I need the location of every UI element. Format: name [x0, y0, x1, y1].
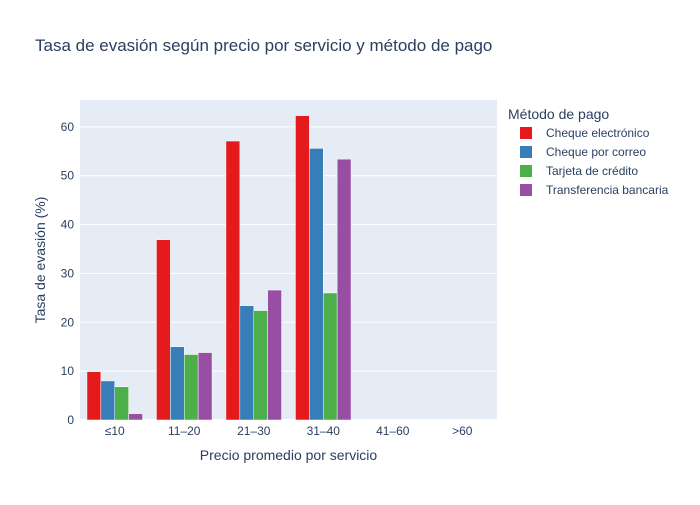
bar[interactable] [323, 292, 338, 421]
bar[interactable] [184, 354, 199, 421]
gridlines [80, 126, 497, 421]
bar[interactable] [253, 310, 268, 421]
x-tick-label: ≤10 [105, 424, 125, 438]
x-tick-label: 31–40 [307, 424, 341, 438]
legend-swatch[interactable] [520, 165, 532, 177]
legend-item-label[interactable]: Cheque por correo [546, 145, 646, 159]
bar[interactable] [86, 371, 102, 421]
y-tick-label: 50 [61, 169, 75, 183]
y-tick-label: 10 [61, 364, 75, 378]
bar[interactable] [336, 158, 352, 421]
bar[interactable] [197, 352, 213, 421]
legend-item-label[interactable]: Cheque electrónico [546, 126, 650, 140]
legend-swatch[interactable] [520, 146, 532, 158]
legend-item-label[interactable]: Tarjeta de crédito [546, 164, 638, 178]
y-tick-labels: 0 10 20 30 40 50 60 [61, 120, 75, 427]
legend-items: Cheque electrónico Cheque por correo Tarje… [520, 126, 669, 197]
legend-swatch[interactable] [520, 184, 532, 196]
legend-title: Método de pago [508, 106, 609, 122]
bar[interactable] [170, 346, 185, 421]
chart-title: Tasa de evasión según precio por servici… [35, 36, 492, 55]
y-tick-label: 20 [61, 315, 75, 329]
y-tick-label: 60 [61, 120, 75, 134]
bar[interactable] [239, 305, 255, 421]
bar[interactable] [295, 115, 310, 421]
x-tick-label: 41–60 [376, 424, 410, 438]
bar[interactable] [156, 239, 171, 421]
y-axis-label: Tasa de evasión (%) [32, 197, 48, 324]
bar[interactable] [128, 413, 143, 421]
legend[interactable]: Método de pago Cheque electrónicoCheque … [508, 106, 669, 197]
legend-item-label[interactable]: Transferencia bancaria [546, 183, 669, 197]
x-tick-labels: ≤10 11–20 21–30 31–40 41–60 >60 [105, 424, 473, 438]
y-tick-label: 30 [61, 266, 75, 280]
bar[interactable] [114, 386, 129, 421]
x-tick-label: 11–20 [168, 424, 201, 438]
y-tick-label: 40 [61, 218, 75, 232]
bar[interactable] [309, 148, 324, 421]
y-tick-label: 0 [67, 413, 74, 427]
bar[interactable] [267, 289, 282, 421]
bars [86, 115, 352, 421]
plot-area [80, 100, 497, 420]
bar[interactable] [100, 380, 115, 421]
bar[interactable] [225, 140, 241, 421]
x-axis-label: Precio promedio por servicio [200, 447, 378, 463]
legend-swatch[interactable] [520, 127, 532, 139]
x-tick-label: >60 [452, 424, 473, 438]
x-tick-label: 21–30 [237, 424, 271, 438]
